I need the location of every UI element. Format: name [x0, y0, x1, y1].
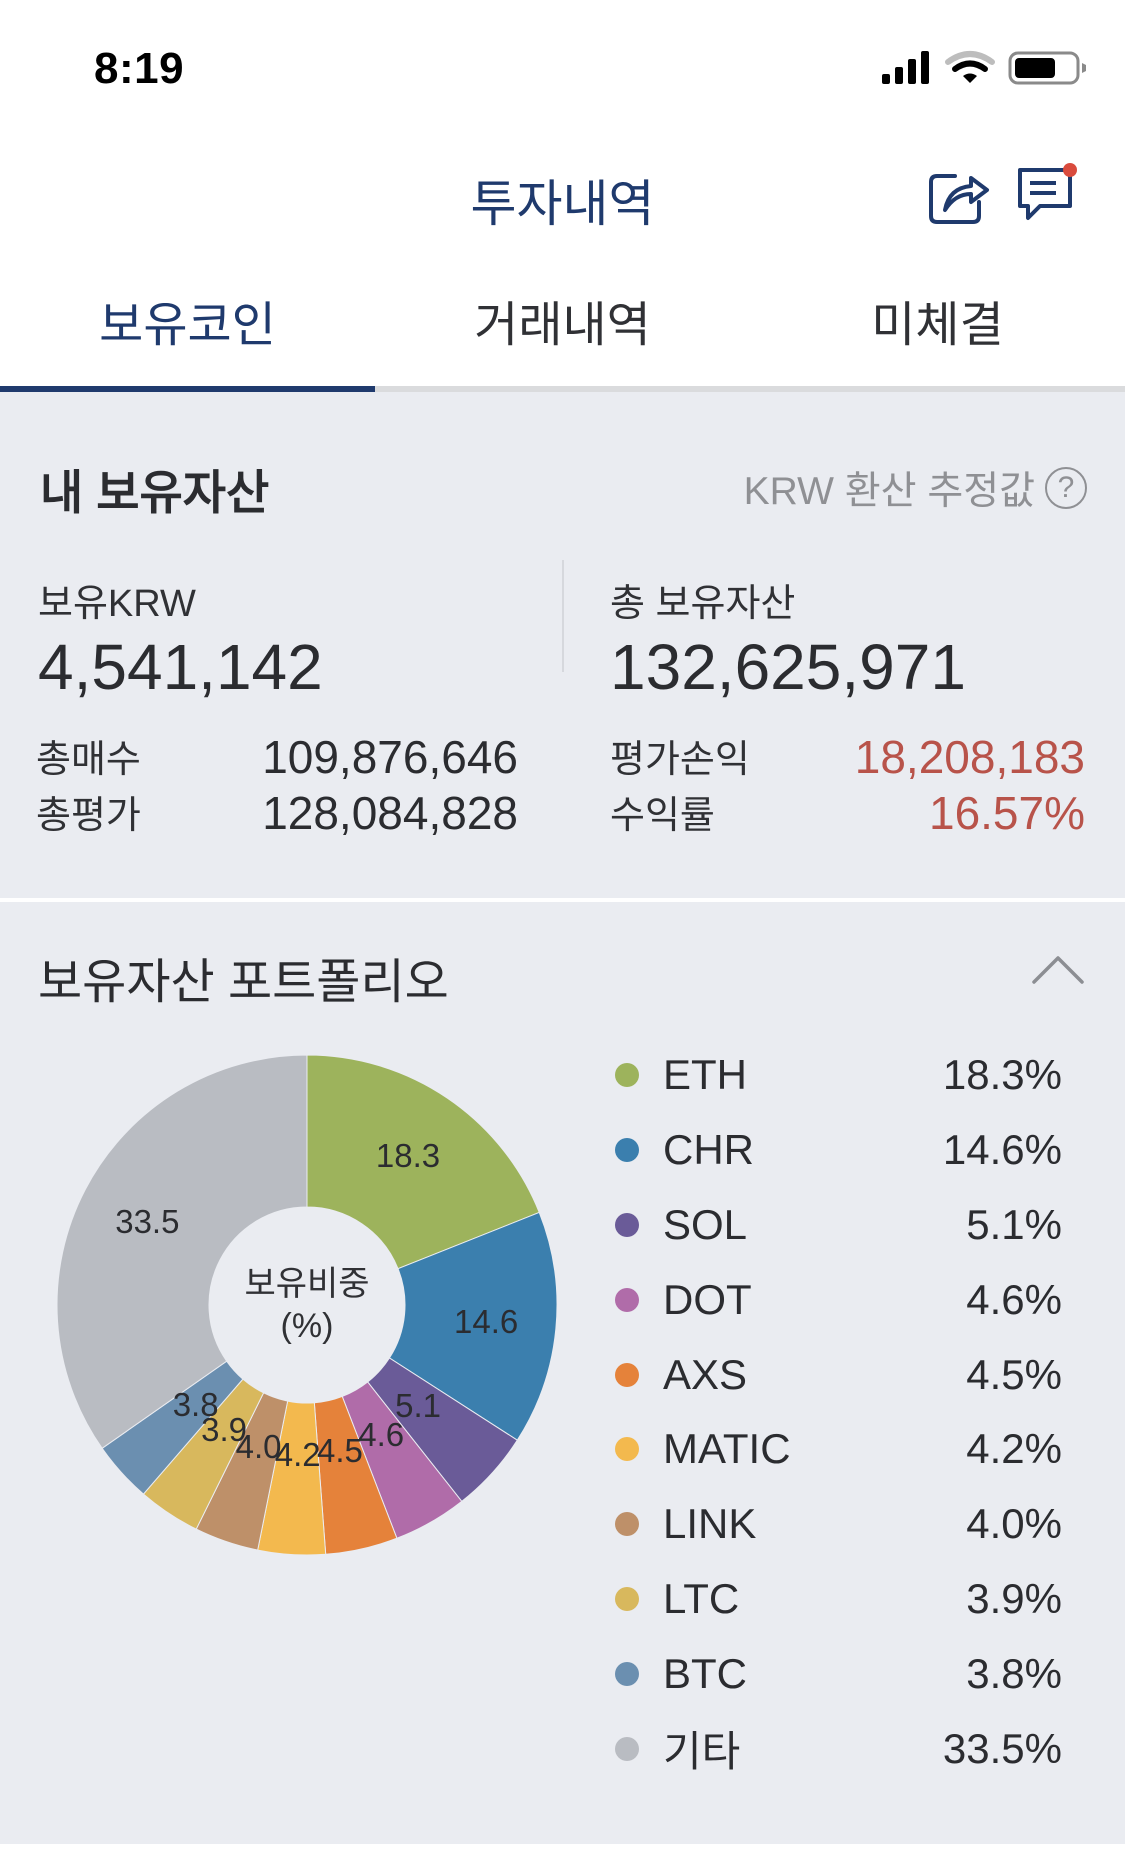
legend-percentage: 5.1%	[966, 1200, 1062, 1248]
center-label-line1: 보유비중	[244, 1265, 370, 1303]
slice-value-label: 4.5	[316, 1432, 363, 1470]
legend-color-dot	[615, 1212, 639, 1237]
krw-balance-value: 4,541,142	[38, 631, 323, 703]
active-tab-indicator	[0, 386, 375, 392]
legend-item: AXS 4.5%	[610, 1337, 1090, 1412]
legend-percentage: 4.6%	[966, 1275, 1062, 1323]
total-evaluation-label: 총평가	[36, 795, 141, 837]
legend-item: MATIC 4.2%	[610, 1412, 1090, 1487]
legend-item: LINK 4.0%	[610, 1487, 1090, 1562]
legend-color-dot	[615, 1512, 639, 1537]
legend-item: 기타 33.5%	[610, 1711, 1090, 1786]
section-title: 내 보유자산	[40, 466, 270, 519]
wifi-icon	[945, 51, 995, 83]
return-rate-label: 수익률	[610, 795, 715, 837]
my-assets-section: 내 보유자산 KRW 환산 추정값 ? 보유KRW 4,541,142 총 보유…	[0, 392, 1125, 898]
legend-color-dot	[615, 1138, 639, 1163]
section-divider	[0, 898, 1125, 902]
legend-coin-name: LINK	[663, 1500, 757, 1548]
legend-percentage: 3.9%	[966, 1574, 1062, 1622]
legend-color-dot	[615, 1586, 639, 1611]
status-bar: 8:19	[0, 0, 1125, 130]
slice-value-label: 3.9	[201, 1410, 247, 1448]
legend-coin-name: AXS	[663, 1350, 748, 1398]
legend-color-dot	[615, 1661, 639, 1686]
chat-icon[interactable]	[1014, 162, 1080, 228]
legend-coin-name: BTC	[663, 1649, 747, 1697]
legend-percentage: 4.2%	[966, 1425, 1062, 1473]
legend-percentage: 3.8%	[966, 1649, 1062, 1697]
help-icon[interactable]: ?	[1045, 467, 1087, 509]
legend-color-dot	[615, 1063, 639, 1088]
slice-value-label: 4.0	[235, 1427, 282, 1465]
legend-coin-name: SOL	[663, 1200, 748, 1248]
profit-loss-label: 평가손익	[610, 739, 750, 781]
chart-legend: ETH 18.3% CHR 14.6% SOL 5.1% DOT 4.6% AXS 4.5% MAT…	[610, 1038, 1090, 1786]
legend-coin-name: LTC	[663, 1574, 740, 1622]
krw-estimate-note: KRW 환산 추정값 ?	[744, 460, 1087, 516]
legend-color-dot	[615, 1362, 639, 1387]
donut-hole	[209, 1207, 405, 1403]
portfolio-donut-chart: 18.3 14.6 5.1 4.6 4.5 4.2 4.0 3.9 3.8 33.5 보유비중 (…	[0, 902, 620, 1844]
tab-transactions[interactable]: 거래내역	[474, 299, 651, 352]
legend-percentage: 4.5%	[966, 1350, 1062, 1398]
donut-center-label: 보유비중 (%)	[244, 1263, 369, 1347]
battery-icon	[1008, 51, 1086, 85]
slice-value-label: 14.6	[454, 1303, 519, 1341]
legend-percentage: 14.6%	[942, 1126, 1062, 1174]
profit-loss-value: 18,208,183	[854, 731, 1085, 783]
legend-item: DOT 4.6%	[610, 1262, 1090, 1337]
slice-value-label: 4.2	[274, 1435, 321, 1473]
legend-item: ETH 18.3%	[610, 1038, 1090, 1113]
chevron-up-icon[interactable]	[1030, 952, 1086, 986]
portfolio-section: 보유자산 포트폴리오 18.3 14.6 5.1 4.6 4.5 4.2 4.0 3.9 3.8…	[0, 902, 1125, 1844]
app-header: 투자내역	[0, 130, 1125, 260]
slice-value-label: 5.1	[395, 1386, 441, 1424]
legend-percentage: 33.5%	[942, 1724, 1062, 1772]
total-assets-value: 132,625,971	[610, 631, 966, 703]
legend-coin-name: 기타	[663, 1728, 741, 1776]
legend-coin-name: MATIC	[663, 1425, 791, 1473]
legend-item: BTC 3.8%	[610, 1636, 1090, 1711]
legend-color-dot	[615, 1287, 639, 1312]
legend-percentage: 18.3%	[942, 1051, 1062, 1099]
tab-holdings[interactable]: 보유코인	[99, 299, 276, 352]
center-label-line2: (%)	[280, 1307, 334, 1345]
tab-pending-orders[interactable]: 미체결	[871, 299, 1004, 352]
signal-icon	[882, 51, 929, 84]
legend-coin-name: DOT	[663, 1275, 752, 1323]
status-time: 8:19	[94, 44, 185, 93]
status-icons	[882, 51, 1086, 85]
column-divider	[562, 560, 564, 672]
tab-bar: 보유코인 거래내역 미체결	[0, 262, 1125, 392]
legend-color-dot	[615, 1437, 639, 1462]
legend-coin-name: ETH	[663, 1051, 747, 1099]
page-title: 투자내역	[470, 176, 655, 232]
total-purchase-value: 109,876,646	[262, 731, 518, 783]
krw-balance-label: 보유KRW	[38, 583, 196, 625]
slice-value-label: 33.5	[115, 1202, 180, 1240]
slice-value-label: 3.8	[172, 1386, 219, 1424]
krw-estimate-label: KRW 환산 추정값	[743, 470, 1035, 513]
slice-value-label: 4.6	[358, 1416, 405, 1454]
notification-badge	[1063, 163, 1077, 177]
total-evaluation-value: 128,084,828	[262, 787, 518, 839]
legend-color-dot	[615, 1736, 639, 1761]
total-assets-label: 총 보유자산	[610, 583, 796, 625]
slice-value-label: 18.3	[375, 1137, 441, 1174]
legend-item: LTC 3.9%	[610, 1562, 1090, 1637]
total-purchase-label: 총매수	[36, 739, 141, 781]
legend-coin-name: CHR	[663, 1126, 754, 1174]
share-icon[interactable]	[925, 162, 991, 228]
legend-item: SOL 5.1%	[610, 1188, 1090, 1263]
legend-item: CHR 14.6%	[610, 1113, 1090, 1188]
return-rate-value: 16.57%	[928, 787, 1085, 839]
portfolio-title: 보유자산 포트폴리오	[38, 956, 449, 1009]
legend-percentage: 4.0%	[966, 1500, 1062, 1548]
donut-chart-svg	[56, 1054, 558, 1556]
